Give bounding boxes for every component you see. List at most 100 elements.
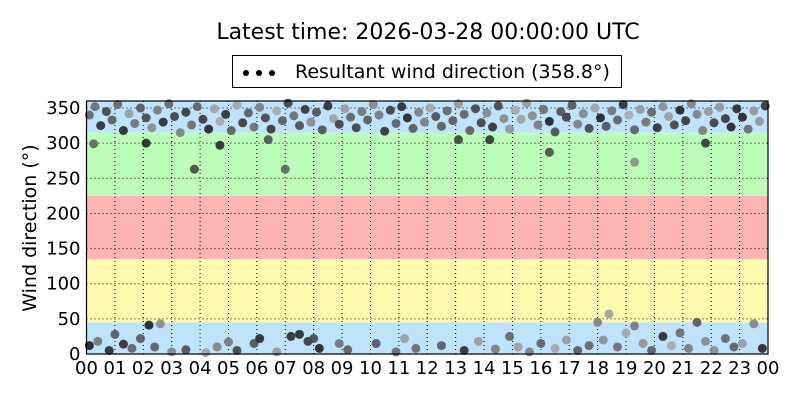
data-point <box>371 338 381 348</box>
x-tick-label: 16 <box>529 358 552 379</box>
data-point <box>505 331 515 341</box>
data-point <box>732 104 742 114</box>
y-tick-label: 100 <box>46 274 80 295</box>
data-point <box>601 121 611 131</box>
data-point <box>374 110 384 120</box>
data-point <box>329 114 339 124</box>
data-point <box>385 105 395 115</box>
x-tick-label: 01 <box>103 358 126 379</box>
data-point <box>110 329 120 339</box>
data-point <box>368 100 378 110</box>
data-point <box>499 114 509 124</box>
data-point <box>289 111 299 121</box>
data-point <box>624 110 634 120</box>
plot-frame <box>85 100 769 355</box>
data-point <box>391 347 401 357</box>
data-point <box>513 342 523 352</box>
data-point <box>715 102 725 112</box>
data-point <box>294 329 304 339</box>
data-point <box>419 117 429 127</box>
data-point <box>226 126 236 136</box>
data-point <box>698 126 708 136</box>
data-point <box>658 102 668 112</box>
data-point <box>107 115 117 125</box>
data-point <box>181 107 191 117</box>
data-point <box>539 104 549 114</box>
data-point <box>255 334 265 344</box>
data-point <box>397 102 407 112</box>
data-point <box>152 105 162 115</box>
data-point <box>436 121 446 131</box>
data-point <box>595 113 605 123</box>
x-tick-label: 00 <box>757 358 780 379</box>
data-point <box>527 111 537 121</box>
data-point <box>414 107 424 117</box>
data-point <box>141 113 151 123</box>
data-point <box>701 336 711 346</box>
data-point <box>675 105 685 115</box>
data-point <box>573 119 583 129</box>
data-point <box>701 138 711 148</box>
x-tick-label: 19 <box>615 358 638 379</box>
data-point <box>578 109 588 119</box>
data-point <box>550 343 560 353</box>
x-tick-label: 21 <box>671 358 694 379</box>
data-point <box>150 342 160 352</box>
data-point <box>314 343 324 353</box>
data-point <box>286 331 296 341</box>
data-point <box>681 116 691 126</box>
data-point <box>334 338 344 348</box>
data-point <box>658 331 668 341</box>
data-point <box>604 309 614 319</box>
x-tick-label: 06 <box>245 358 268 379</box>
data-point <box>187 120 197 130</box>
data-point <box>323 101 333 111</box>
data-point <box>215 140 225 150</box>
data-point <box>101 107 111 117</box>
data-point <box>93 336 103 346</box>
data-point <box>550 127 560 137</box>
band <box>86 132 768 196</box>
data-point <box>155 319 165 329</box>
data-point <box>482 108 492 118</box>
x-tick-label: 15 <box>501 358 524 379</box>
data-point <box>442 106 452 116</box>
chart-title: Latest time: 2026-03-28 00:00:00 UTC <box>216 20 640 45</box>
data-point <box>300 104 310 114</box>
x-tick-label: 17 <box>558 358 581 379</box>
data-point <box>471 104 481 114</box>
data-point <box>90 102 100 112</box>
data-point <box>743 124 753 134</box>
data-point <box>709 118 719 128</box>
data-point <box>147 123 157 133</box>
legend-marker <box>233 56 283 87</box>
x-tick-label: 08 <box>302 358 325 379</box>
data-point <box>209 104 219 114</box>
data-point <box>647 107 657 117</box>
data-point <box>223 337 233 347</box>
data-point <box>683 343 693 353</box>
data-point <box>647 345 657 355</box>
data-point <box>493 101 503 111</box>
data-point <box>524 347 534 357</box>
data-point <box>473 336 483 346</box>
data-point <box>431 111 441 121</box>
data-point <box>561 112 571 122</box>
data-point <box>516 114 526 124</box>
data-point <box>533 120 543 130</box>
data-point <box>485 135 495 145</box>
data-point <box>630 125 640 135</box>
data-point <box>692 109 702 119</box>
data-point <box>505 124 515 134</box>
data-point <box>729 342 739 352</box>
data-point <box>669 120 679 130</box>
data-point <box>201 348 211 358</box>
y-tick-label: 350 <box>46 98 80 119</box>
data-point <box>737 112 747 122</box>
data-point <box>459 345 469 355</box>
data-point <box>144 320 154 330</box>
data-point <box>757 343 767 353</box>
data-point <box>127 343 137 353</box>
data-point <box>306 117 316 127</box>
data-point <box>118 126 128 136</box>
